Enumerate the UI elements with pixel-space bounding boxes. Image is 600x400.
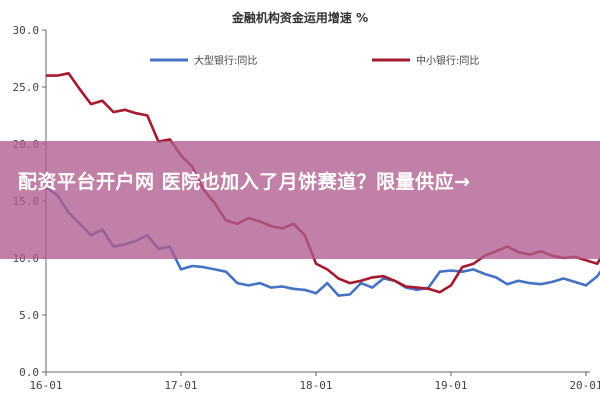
headline-text[interactable]: 配资平台开户网 医院也加入了月饼赛道？限量供应→ [18,171,471,193]
legend: 大型银行:同比 中小银行:同比 [150,54,479,67]
y-tick-label: 25.0 [13,81,40,94]
x-tick-label: 19-01 [434,379,467,392]
x-tick-label: 16-01 [29,379,62,392]
y-tick-label: 30.0 [13,24,40,37]
y-tick-label: 0.0 [19,366,39,379]
legend-label: 大型银行:同比 [194,54,257,67]
chart-title: 金融机构资金运用增速 % [231,10,368,25]
x-tick-label: 17-01 [164,379,197,392]
legend-label: 中小银行:同比 [416,54,479,67]
headline-banner[interactable]: 配资平台开户网 医院也加入了月饼赛道？限量供应→ [0,141,600,259]
y-tick-label: 5.0 [19,309,39,322]
x-tick-label: 20-01 [569,379,600,392]
x-tick-label: 18-01 [299,379,332,392]
